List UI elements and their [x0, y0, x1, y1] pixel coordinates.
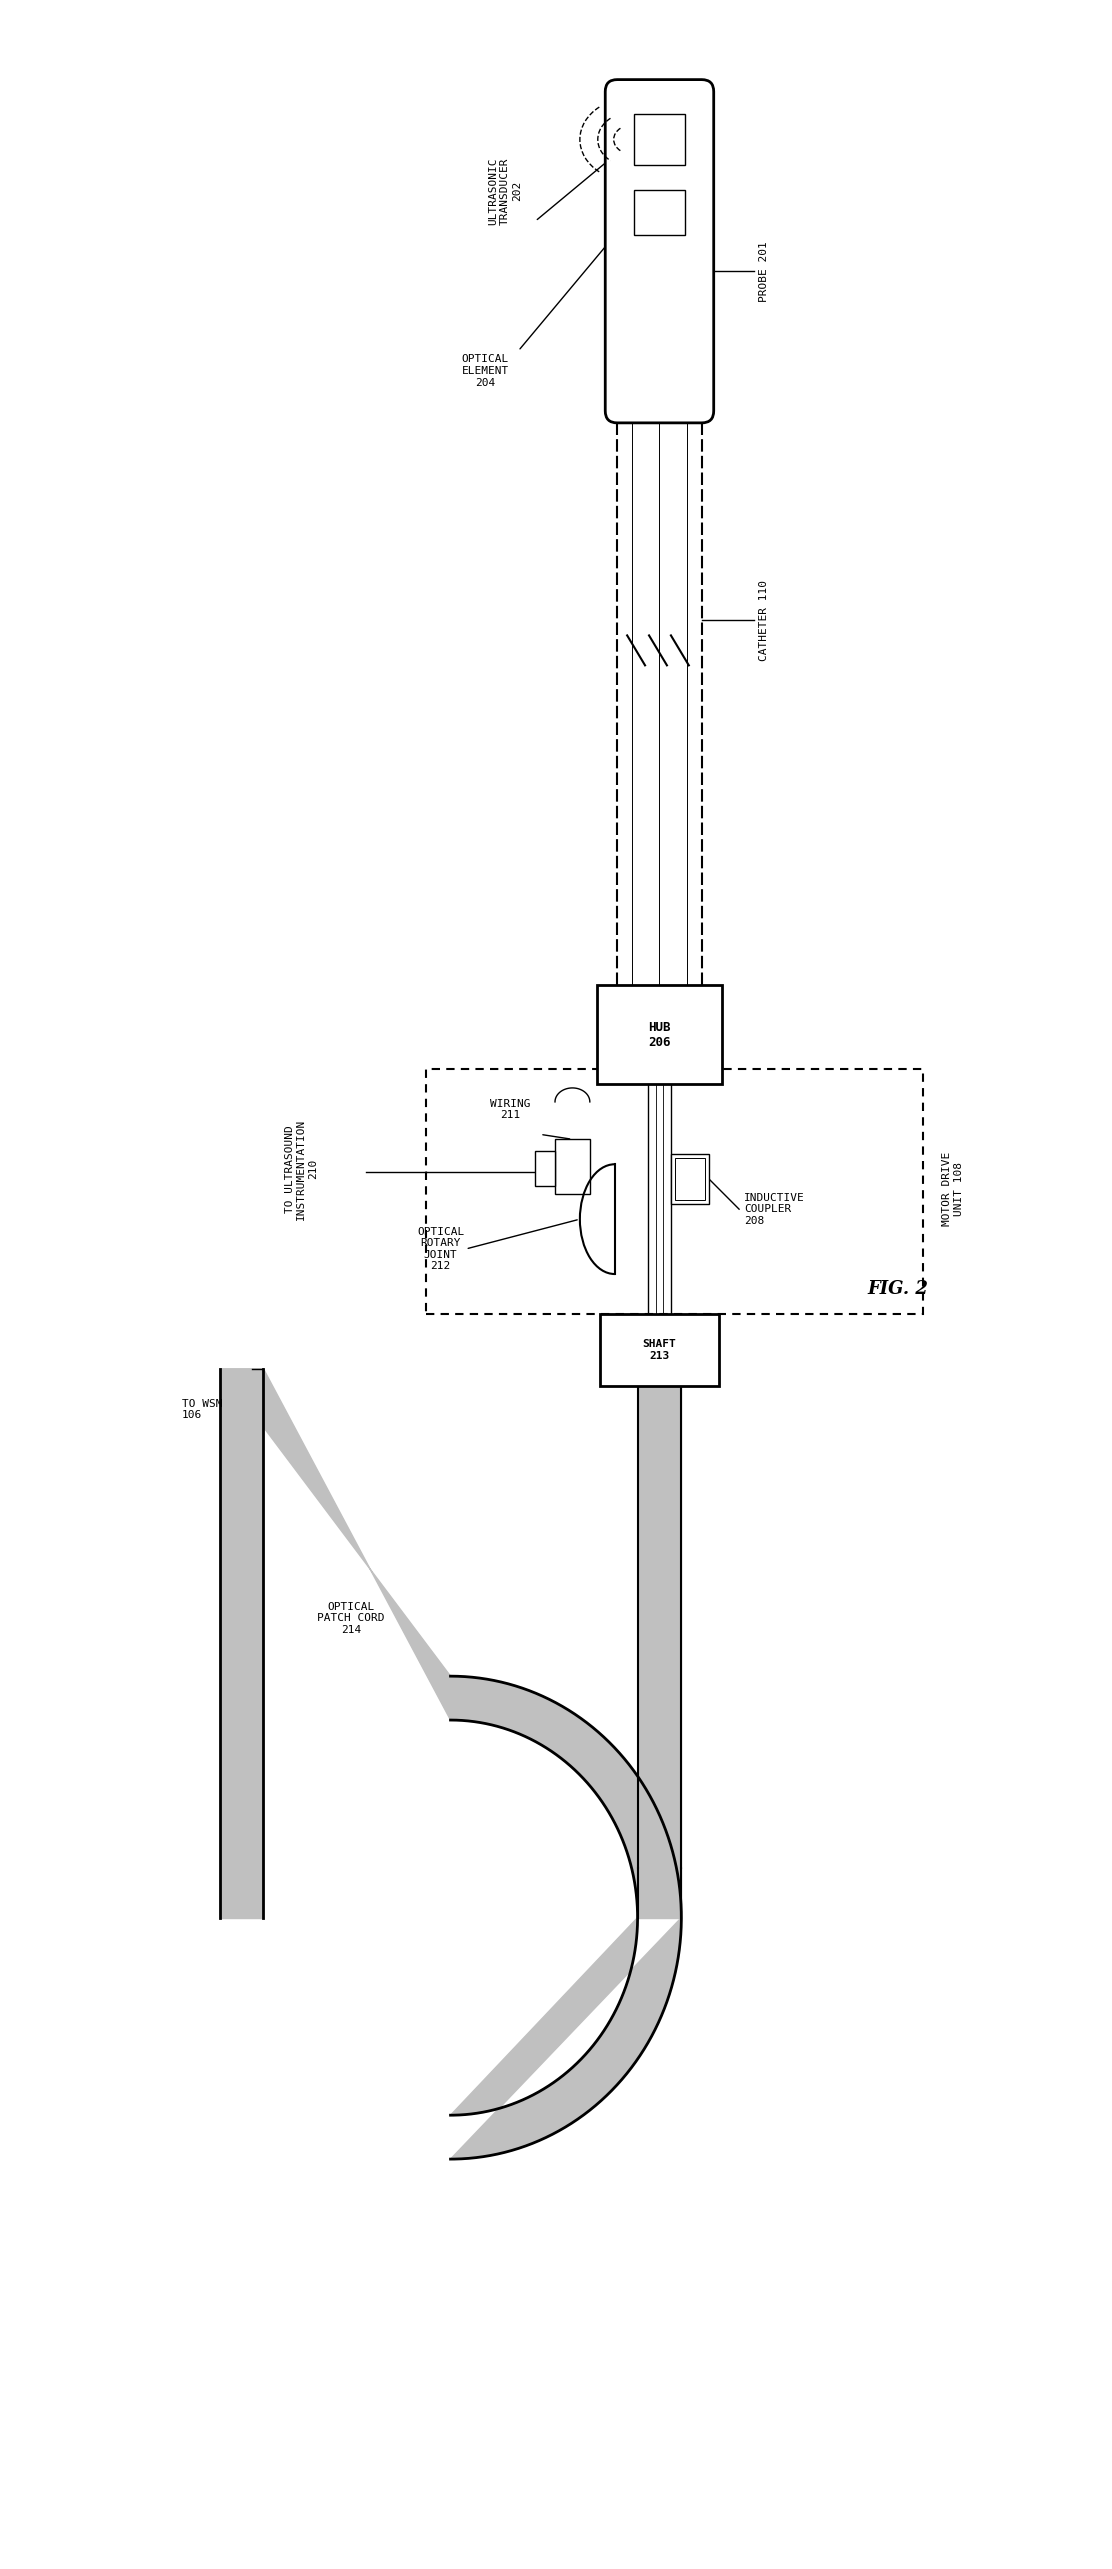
- Bar: [672, 1153, 709, 1205]
- Bar: [426, 1069, 923, 1313]
- Polygon shape: [220, 1369, 682, 2158]
- Bar: [597, 984, 722, 1084]
- Text: PROBE 201: PROBE 201: [759, 241, 770, 301]
- Text: OPTICAL
ROTARY
JOINT
212: OPTICAL ROTARY JOINT 212: [417, 1225, 464, 1272]
- Text: INDUCTIVE
COUPLER
208: INDUCTIVE COUPLER 208: [744, 1192, 805, 1225]
- Text: MOTOR DRIVE
UNIT 108: MOTOR DRIVE UNIT 108: [942, 1151, 964, 1225]
- Text: CATHETER 110: CATHETER 110: [759, 581, 770, 660]
- Bar: [535, 1151, 555, 1187]
- Text: OPTICAL
PATCH CORD
214: OPTICAL PATCH CORD 214: [317, 1600, 385, 1634]
- Bar: [675, 1159, 705, 1200]
- Text: WIRING
211: WIRING 211: [490, 1100, 530, 1120]
- Text: ULTRASONIC
TRANSDUCER
202: ULTRASONIC TRANSDUCER 202: [488, 157, 522, 226]
- Text: SHAFT
213: SHAFT 213: [643, 1338, 676, 1362]
- FancyBboxPatch shape: [605, 80, 714, 424]
- Bar: [555, 1138, 589, 1195]
- Bar: [634, 190, 685, 236]
- Text: HUB
206: HUB 206: [648, 1020, 671, 1048]
- Text: FIG. 2: FIG. 2: [867, 1279, 929, 1297]
- Text: TO ULTRASOUND
INSTRUMENTATION
210: TO ULTRASOUND INSTRUMENTATION 210: [285, 1118, 318, 1220]
- Text: OPTICAL
ELEMENT
204: OPTICAL ELEMENT 204: [461, 355, 509, 388]
- Text: TO WSM
106: TO WSM 106: [182, 1398, 222, 1421]
- Bar: [599, 1313, 719, 1385]
- Bar: [634, 113, 685, 164]
